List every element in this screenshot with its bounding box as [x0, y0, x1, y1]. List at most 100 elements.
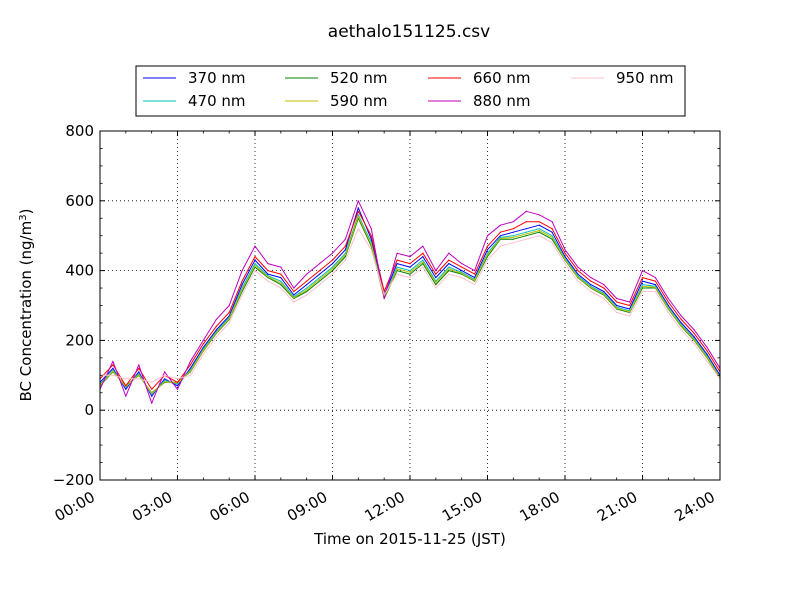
- data-point: [370, 249, 372, 251]
- data-point: [486, 254, 489, 256]
- data-point: [306, 280, 308, 282]
- data-point: [202, 346, 204, 348]
- data-point: [680, 315, 682, 317]
- data-point: [151, 395, 153, 397]
- data-point: [461, 270, 463, 272]
- data-point: [538, 231, 540, 233]
- data-point: [590, 286, 592, 288]
- data-point: [112, 364, 114, 366]
- data-point: [344, 256, 346, 258]
- data-point: [409, 270, 411, 272]
- data-point: [357, 200, 359, 202]
- data-point: [693, 332, 695, 334]
- data-point: [551, 228, 553, 230]
- data-point: [512, 228, 514, 230]
- data-point: [344, 249, 346, 251]
- data-point: [474, 284, 476, 286]
- data-point: [396, 252, 398, 254]
- data-point: [254, 259, 256, 261]
- data-point: [396, 259, 398, 261]
- data-point: [306, 290, 308, 293]
- data-point: [112, 374, 114, 376]
- data-point: [202, 343, 204, 345]
- data-point: [189, 370, 191, 372]
- data-point: [512, 221, 514, 223]
- data-point: [435, 273, 437, 275]
- data-point: [525, 233, 527, 235]
- data-point: [538, 228, 540, 230]
- data-point: [267, 270, 269, 272]
- data-point: [138, 374, 140, 376]
- data-point: [577, 273, 579, 275]
- series-line: [99, 200, 721, 404]
- data-point: [293, 290, 295, 293]
- data-point: [486, 235, 489, 237]
- data-point: [603, 287, 605, 289]
- data-point: [383, 294, 385, 296]
- data-point: [693, 329, 695, 331]
- y-axis-label-superscript: 3: [18, 214, 29, 220]
- data-point: [280, 266, 282, 268]
- data-point: [603, 290, 605, 293]
- data-point: [396, 273, 398, 275]
- data-point: [448, 259, 450, 261]
- data-point: [280, 287, 282, 289]
- data-point: [641, 290, 644, 293]
- data-point: [616, 307, 618, 309]
- data-point: [151, 402, 153, 404]
- data-point: [176, 383, 179, 385]
- y-tick-label: 800: [65, 122, 94, 140]
- data-point: [629, 311, 631, 313]
- data-point: [176, 385, 179, 387]
- data-point: [396, 263, 398, 265]
- data-point: [577, 280, 579, 282]
- data-point: [538, 214, 540, 216]
- legend-item: 370 nm: [143, 69, 246, 87]
- data-point: [667, 301, 669, 303]
- data-point: [189, 360, 191, 362]
- legend-label: 470 nm: [188, 92, 246, 110]
- data-point: [409, 271, 411, 273]
- data-point: [202, 339, 204, 341]
- data-point: [667, 297, 669, 300]
- data-point: [435, 287, 437, 289]
- data-point: [267, 276, 269, 278]
- data-point: [215, 329, 217, 331]
- data-point: [189, 374, 191, 376]
- data-point: [267, 263, 269, 265]
- data-point: [319, 277, 321, 279]
- data-point: [422, 252, 424, 254]
- data-point: [551, 242, 553, 244]
- data-point: [306, 289, 308, 291]
- x-axis-label: Time on 2015-11-25 (JST): [313, 530, 506, 548]
- data-point: [486, 249, 489, 251]
- data-point: [577, 270, 579, 272]
- data-point: [499, 224, 501, 226]
- data-point: [654, 285, 657, 287]
- data-point: [448, 252, 450, 254]
- data-point: [370, 235, 372, 237]
- y-tick-label: 600: [65, 192, 94, 210]
- data-point: [641, 284, 644, 286]
- data-point: [396, 268, 398, 270]
- data-point: [151, 388, 153, 390]
- data-point: [293, 301, 295, 303]
- data-point: [603, 293, 605, 295]
- data-point: [706, 360, 708, 362]
- data-point: [112, 360, 114, 362]
- series-line: [99, 207, 721, 397]
- legend-label: 950 nm: [616, 69, 674, 87]
- data-point: [512, 242, 514, 244]
- data-point: [577, 266, 579, 268]
- data-point: [383, 290, 385, 293]
- data-point: [538, 229, 540, 232]
- data-point: [125, 388, 127, 390]
- data-point: [138, 378, 140, 380]
- data-point: [254, 256, 256, 258]
- data-point: [693, 339, 695, 341]
- data-point: [228, 322, 230, 324]
- data-point: [241, 294, 243, 296]
- data-point: [680, 329, 682, 331]
- data-point: [331, 266, 334, 268]
